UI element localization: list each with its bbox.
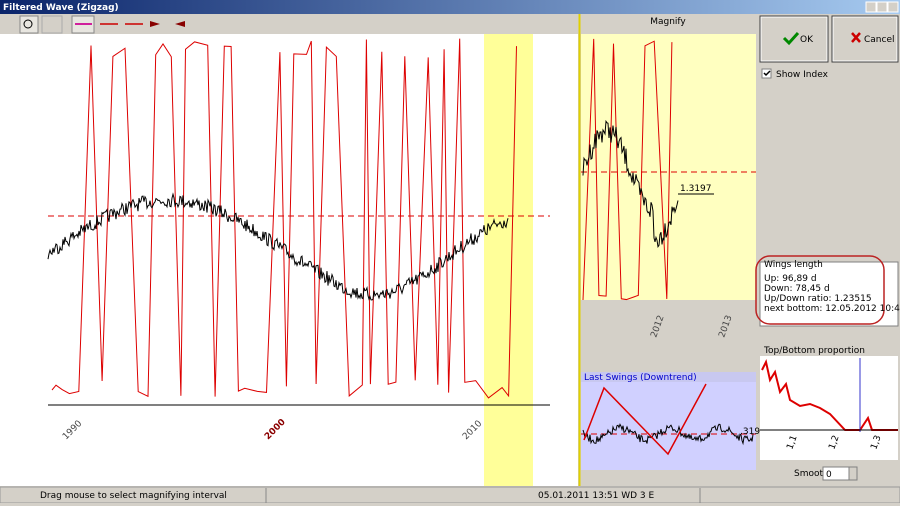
checkmark	[763, 70, 771, 77]
price-line	[582, 423, 754, 446]
x-label: 2013	[717, 314, 734, 339]
wings-group	[759, 261, 899, 327]
toolbar[interactable]	[0, 15, 578, 34]
price-line	[582, 119, 679, 248]
proportion-chart	[760, 356, 898, 460]
ok-button[interactable]	[759, 15, 829, 63]
selected-interval	[484, 34, 533, 486]
wings-line: Up: 96,89 d	[764, 274, 817, 284]
status-hint: Drag mouse to select magnifying interval	[40, 491, 227, 501]
group-title: Wings length	[764, 260, 823, 270]
proportion-line	[761, 359, 898, 431]
checkbox-label: Show Index	[776, 70, 829, 80]
x-label: 1,2	[827, 434, 841, 451]
window-title: Filtered Wave (Zigzag)	[3, 3, 119, 13]
button-label: OK	[800, 35, 814, 45]
button-label: Cancel	[864, 35, 895, 45]
wings-line: Up/Down ratio: 1.23515	[764, 294, 872, 304]
panel-header	[581, 372, 756, 382]
wings-line: next bottom: 12.05.2012 10:43	[764, 304, 900, 314]
panel-title: Last Swings (Downtrend)	[584, 373, 697, 383]
x-label: 2012	[649, 314, 666, 339]
status-info: 05.01.2011 13:51 WD 3 E	[538, 491, 654, 501]
x-label: 1,3	[869, 434, 883, 451]
highlight	[755, 255, 885, 325]
group-title: Top/Bottom proportion	[763, 346, 865, 356]
last-swings-chart	[581, 382, 756, 470]
price-label: 1.3197	[680, 184, 712, 194]
price-label: .3197	[740, 427, 766, 437]
zigzag-line	[51, 38, 517, 399]
spin-buttons[interactable]	[848, 466, 858, 481]
wings-line: Down: 78,45 d	[764, 284, 830, 294]
x-label: 1,1	[785, 434, 799, 451]
spin-value: 0	[826, 470, 832, 480]
spin-label: Smooth	[794, 469, 829, 479]
title-bar	[0, 0, 900, 14]
price-line	[47, 192, 509, 301]
window-controls[interactable]	[865, 1, 899, 13]
swing-line	[583, 383, 707, 456]
cancel-button[interactable]	[831, 15, 899, 63]
zigzag-line	[582, 38, 673, 301]
panel-title: Magnify	[650, 17, 686, 27]
